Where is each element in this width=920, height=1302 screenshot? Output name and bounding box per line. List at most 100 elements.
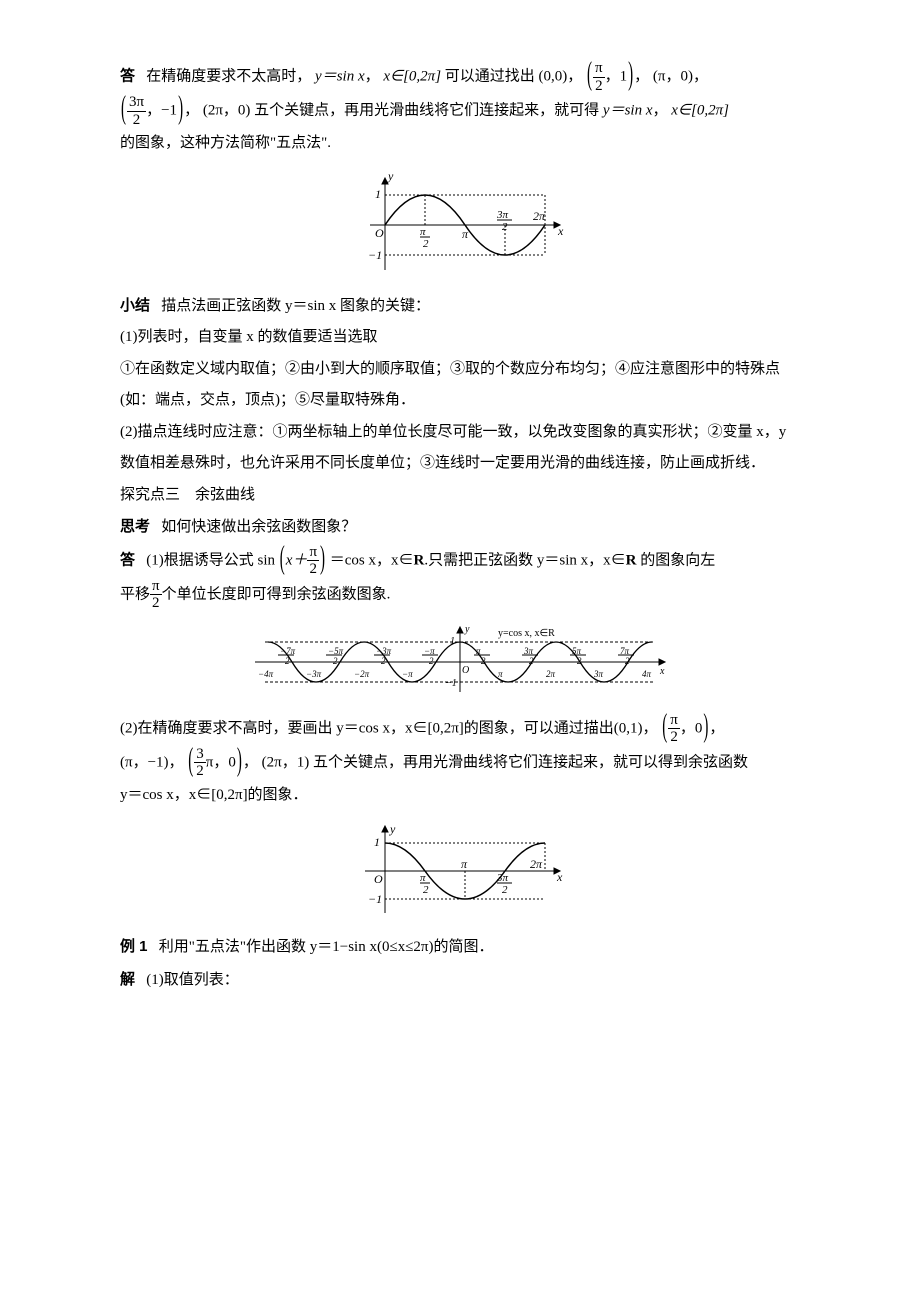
val: −1	[161, 102, 177, 118]
paren: (	[188, 728, 193, 797]
section3-title: 探究点三 余弦曲线	[120, 480, 800, 512]
inner: x＋	[286, 552, 308, 568]
frac: π2	[668, 712, 680, 746]
paren: (	[121, 76, 126, 145]
svg-text:2π: 2π	[546, 669, 556, 679]
text: y＝cos x，x∈[0,2π]的图象．	[120, 787, 308, 803]
svg-text:2: 2	[577, 656, 582, 666]
text: 描点法画正弦函数 y＝sin x 图象的关键：	[161, 298, 430, 314]
svg-text:2: 2	[423, 884, 429, 896]
solution: 解 (1)取值列表：	[120, 964, 800, 997]
svg-text:2: 2	[502, 221, 508, 233]
svg-text:O: O	[374, 872, 383, 886]
text: 平移	[120, 586, 150, 602]
val: 1	[620, 68, 628, 84]
pt: (2π，1)	[262, 754, 310, 770]
svg-text:2: 2	[625, 656, 630, 666]
example: 例 1 利用"五点法"作出函数 y＝1−sin x(0≤x≤2π)的简图．	[120, 931, 800, 964]
svg-text:2: 2	[381, 656, 386, 666]
svg-text:y=cos x, x∈R: y=cos x, x∈R	[498, 628, 555, 639]
answer-para-3: 的图象，这种方法简称"五点法".	[120, 128, 800, 160]
answer3b: 平移π2个单位长度即可得到余弦函数图象.	[120, 578, 800, 612]
example-label: 例 1	[120, 938, 148, 955]
svg-text:−π: −π	[402, 669, 413, 679]
svg-text:−3π: −3π	[306, 669, 322, 679]
paren: )	[237, 728, 242, 797]
expr: x∈[0,2π]	[671, 102, 729, 118]
svg-text:2: 2	[529, 656, 534, 666]
think: 思考 如何快速做出余弦函数图象？	[120, 511, 800, 544]
paren: (	[280, 526, 285, 595]
text: 在精确度要求不太高时，	[146, 68, 311, 84]
summary-intro: 小结 描点法画正弦函数 y＝sin x 图象的关键：	[120, 290, 800, 323]
frac: π2	[307, 544, 319, 578]
pt: (2π，0)	[203, 102, 251, 118]
svg-text:x: x	[556, 870, 563, 884]
svg-text:−1: −1	[368, 248, 382, 262]
summary-label: 小结	[120, 297, 150, 314]
pt: (π，0)	[653, 68, 693, 84]
svg-text:π: π	[462, 227, 469, 241]
svg-text:y: y	[387, 170, 394, 183]
text: (1)取值列表：	[146, 972, 239, 988]
summary-p1: (1)列表时，自变量 x 的数值要适当选取	[120, 322, 800, 354]
svg-text:O: O	[375, 226, 384, 240]
answer-label: 答	[120, 551, 135, 568]
set-r: R	[626, 552, 637, 568]
text: 如何快速做出余弦函数图象？	[161, 519, 356, 535]
svg-text:2π: 2π	[530, 857, 543, 871]
pt: (π，−1)	[120, 754, 169, 770]
paren: (	[587, 42, 592, 111]
text: (2)在精确度要求不高时，要画出 y＝cos x，x∈[0,2π]的图象，可以通…	[120, 720, 658, 736]
svg-text:π: π	[420, 226, 426, 238]
val: 0	[228, 754, 236, 770]
frac: π2	[150, 578, 162, 612]
svg-text:π: π	[498, 669, 503, 679]
text: 的图象向左	[636, 552, 715, 568]
svg-text:1: 1	[450, 636, 455, 647]
svg-text:3π: 3π	[593, 669, 604, 679]
s3b-p1: (2)在精确度要求不高时，要画出 y＝cos x，x∈[0,2π]的图象，可以通…	[120, 712, 800, 746]
svg-text:π: π	[461, 857, 468, 871]
frac: 3π2	[127, 94, 146, 128]
summary-p2: (2)描点连线时应注意：①两坐标轴上的单位长度尽可能一致，以免改变图象的真实形状…	[120, 417, 800, 480]
text: 五个关键点，再用光滑曲线将它们连接起来，就可以得到余弦函数	[313, 754, 748, 770]
svg-text:π: π	[420, 872, 426, 884]
figure-cos-full: y x y=cos x, x∈R O 1 −1 −7π2−5π2−3π2−π2π…	[120, 622, 800, 702]
svg-text:3π: 3π	[496, 209, 509, 221]
svg-text:−1: −1	[445, 678, 457, 689]
set-r: R	[414, 552, 425, 568]
svg-text:−1: −1	[368, 892, 382, 906]
paren: )	[703, 694, 708, 763]
svg-text:2: 2	[423, 238, 429, 250]
answer3: 答 (1)根据诱导公式 sin (x＋π2) ＝cos x，x∈R.只需把正弦函…	[120, 544, 800, 578]
svg-text:2: 2	[285, 656, 290, 666]
svg-text:y: y	[389, 822, 396, 836]
paren: )	[178, 76, 183, 145]
svg-text:2: 2	[502, 884, 508, 896]
svg-text:2: 2	[481, 656, 486, 666]
text: 可以通过找出 (0,0)，	[445, 68, 583, 84]
svg-text:x: x	[659, 666, 665, 677]
svg-text:2: 2	[429, 656, 434, 666]
figure-sin: y x 1 −1 O π 2 π 3π 2 2π	[120, 170, 800, 280]
answer-para: 答 在精确度要求不太高时， y＝sin x， x∈[0,2π] 可以通过找出 (…	[120, 60, 800, 94]
frac: 32	[194, 746, 206, 780]
s3b-p2: (π，−1)， (32π，0)， (2π，1) 五个关键点，再用光滑曲线将它们连…	[120, 746, 800, 780]
svg-text:−4π: −4π	[258, 669, 274, 679]
text: 的图象，这种方法简称"五点法".	[120, 135, 331, 151]
text: (1)根据诱导公式 sin	[146, 552, 275, 568]
svg-text:2π: 2π	[533, 209, 546, 223]
text: 五个关键点，再用光滑曲线将它们连接起来，就可得	[254, 102, 599, 118]
svg-text:1: 1	[374, 835, 380, 849]
svg-text:−2π: −2π	[354, 669, 370, 679]
summary-p1a: ①在函数定义域内取值；②由小到大的顺序取值；③取的个数应分布均匀；④应注意图形中…	[120, 354, 800, 417]
answer-para-2: (3π2，−1)， (2π，0) 五个关键点，再用光滑曲线将它们连接起来，就可得…	[120, 94, 800, 128]
svg-text:3π: 3π	[496, 872, 509, 884]
sol-label: 解	[120, 971, 135, 988]
text: 利用"五点法"作出函数 y＝1−sin x(0≤x≤2π)的简图．	[159, 939, 494, 955]
think-label: 思考	[120, 518, 150, 535]
text: .只需把正弦函数 y＝sin x，x∈	[424, 552, 625, 568]
val: 0	[695, 720, 703, 736]
frac: π2	[593, 60, 605, 94]
